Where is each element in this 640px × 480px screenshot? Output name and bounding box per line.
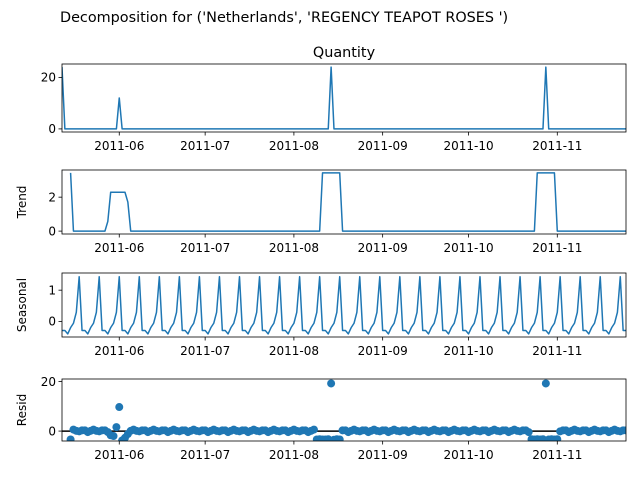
panel-2: Trend 0 2 2011-06 2011-07 2011-08 2011-09 2011-… — [15, 169, 627, 255]
series-line — [62, 276, 626, 335]
x-tick-label: 2011-08 — [269, 241, 319, 255]
resid-point — [631, 426, 639, 434]
resid-point — [541, 379, 550, 388]
panel-title: Quantity — [313, 45, 376, 61]
x-tick-label: 2011-07 — [180, 448, 230, 462]
y-tick-label: 0 — [48, 122, 56, 136]
x-tick-label: 2011-06 — [94, 448, 144, 462]
axes-frame — [61, 378, 627, 442]
resid-point — [524, 428, 533, 437]
x-tick-label: 2011-11 — [532, 241, 582, 255]
plot-area — [62, 66, 626, 130]
x-tick-label: 2011-06 — [94, 139, 144, 153]
resid-point — [66, 435, 75, 441]
resid-point — [109, 432, 118, 441]
x-tick-label: 2011-07 — [180, 241, 230, 255]
figure-suptitle: Decomposition for ('Netherlands', 'REGEN… — [60, 10, 508, 26]
resid-point — [335, 435, 344, 441]
x-tick-label: 2011-09 — [358, 139, 408, 153]
series-line — [62, 66, 626, 130]
y-axis-label: Trend — [15, 186, 29, 220]
resid-point — [309, 425, 318, 434]
y-tick-label: 2 — [48, 190, 56, 204]
axes-frame — [61, 63, 627, 133]
x-tick-label: 2011-11 — [532, 139, 582, 153]
x-tick-label: 2011-08 — [269, 139, 319, 153]
resid-point — [636, 427, 640, 435]
x-tick-label: 2011-10 — [443, 448, 493, 462]
y-axis-label: Resid — [15, 394, 29, 426]
x-tick-label: 2011-10 — [443, 241, 493, 255]
y-tick-label: 0 — [48, 315, 56, 329]
panel-4: Resid 0 20 2011-06 2011-07 2011-08 2011-09 2011… — [15, 375, 640, 462]
x-tick-label: 2011-09 — [358, 448, 408, 462]
x-tick-label: 2011-07 — [180, 344, 230, 358]
x-tick-label: 2011-09 — [358, 344, 408, 358]
x-tick-label: 2011-11 — [532, 448, 582, 462]
x-tick-label: 2011-08 — [269, 344, 319, 358]
x-tick-label: 2011-06 — [94, 241, 144, 255]
panel-1: Quantity 0 20 2011-06 2011-07 2011-08 2011-09 2… — [41, 45, 627, 153]
resid-point — [112, 423, 121, 432]
axes-frame — [61, 169, 627, 235]
resid-point — [115, 403, 124, 412]
resid-point — [633, 427, 640, 435]
panel-3: Seasonal 0 1 2011-06 2011-07 2011-08 2011-09 20… — [15, 272, 627, 358]
y-axis-label: Seasonal — [15, 278, 29, 332]
plot-area — [69, 172, 626, 232]
x-tick-label: 2011-10 — [443, 139, 493, 153]
x-tick-label: 2011-09 — [358, 241, 408, 255]
y-tick-label: 20 — [41, 375, 56, 389]
plot-area — [62, 276, 626, 335]
y-tick-label: 0 — [48, 224, 56, 238]
plot-area — [62, 379, 640, 441]
x-tick-label: 2011-11 — [532, 344, 582, 358]
y-tick-label: 1 — [48, 283, 56, 297]
y-tick-label: 0 — [48, 424, 56, 438]
y-tick-label: 20 — [41, 71, 56, 85]
x-tick-label: 2011-10 — [443, 344, 493, 358]
resid-point — [628, 427, 636, 435]
series-line — [69, 172, 626, 232]
axes-frame — [61, 272, 627, 338]
x-tick-label: 2011-06 — [94, 344, 144, 358]
x-tick-label: 2011-07 — [180, 139, 230, 153]
resid-point — [327, 379, 336, 388]
resid-point — [553, 435, 562, 441]
x-tick-label: 2011-08 — [269, 448, 319, 462]
